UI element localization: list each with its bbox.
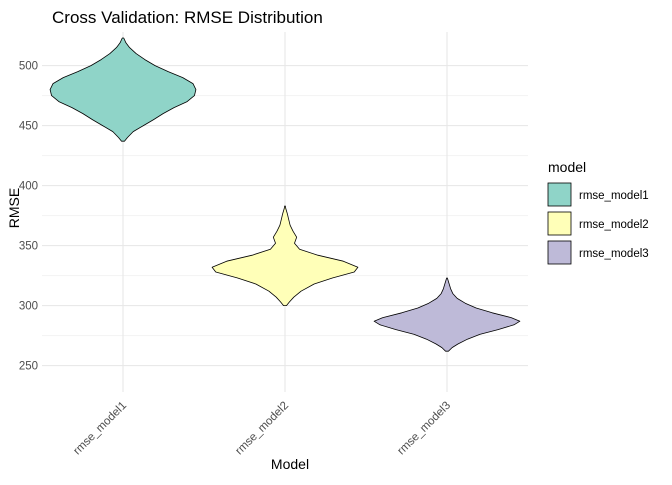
legend-swatch-rmse_model2 xyxy=(547,211,572,236)
legend-label-rmse_model2: rmse_model2 xyxy=(579,219,649,231)
chart-title: Cross Validation: RMSE Distribution xyxy=(52,8,323,27)
y-tick-label: 450 xyxy=(19,121,38,133)
y-tick-label: 400 xyxy=(19,181,38,193)
legend-label-rmse_model1: rmse_model1 xyxy=(579,190,649,202)
x-tick-label: rmse_model1 xyxy=(71,400,129,458)
y-tick-label: 300 xyxy=(19,301,38,313)
legend-swatch-rmse_model3 xyxy=(547,240,572,265)
x-tick-label: rmse_model2 xyxy=(233,400,291,458)
legend-label-rmse_model3: rmse_model3 xyxy=(579,248,649,260)
legend-title: model xyxy=(548,159,586,175)
y-tick-label: 500 xyxy=(19,61,38,73)
x-axis-title: Model xyxy=(271,456,309,472)
violin-layer xyxy=(49,37,521,352)
violin-rmse_model3 xyxy=(373,277,521,352)
y-tick-label: 250 xyxy=(19,361,38,373)
x-tick-label: rmse_model3 xyxy=(395,400,453,458)
legend: model rmse_model1 rmse_model2 rmse_model3 xyxy=(547,159,649,265)
legend-swatch-rmse_model1 xyxy=(547,182,572,207)
y-tick-label: 350 xyxy=(19,241,38,253)
violin-rmse_model1 xyxy=(49,37,197,142)
y-axis-title: RMSE xyxy=(6,188,22,228)
violin-rmse_model2 xyxy=(211,205,359,306)
